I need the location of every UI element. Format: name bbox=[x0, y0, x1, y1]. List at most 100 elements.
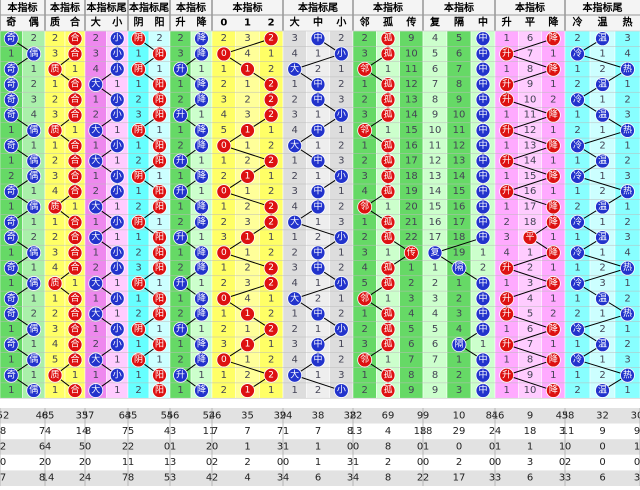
hit-marker bbox=[522, 230, 538, 245]
hit-label: 质 bbox=[50, 62, 59, 74]
miss-count: 1 bbox=[135, 339, 141, 350]
hit-marker bbox=[3, 77, 19, 92]
miss-count: 12 bbox=[429, 156, 442, 167]
miss-count: 1 bbox=[315, 48, 321, 59]
hit-marker bbox=[88, 77, 104, 92]
footer-value: 18 bbox=[420, 426, 433, 437]
footer-value: 2 bbox=[79, 457, 85, 468]
footer-value: 1 bbox=[495, 442, 501, 453]
hit-label: 中 bbox=[478, 93, 487, 105]
miss-count: 8 bbox=[527, 354, 533, 365]
hit-label: 小 bbox=[113, 109, 122, 120]
hit-marker bbox=[357, 352, 373, 368]
hit-label: 降 bbox=[549, 169, 558, 181]
hit-marker bbox=[26, 123, 42, 138]
miss-count: 2 bbox=[52, 232, 58, 243]
trend-line bbox=[577, 129, 628, 147]
miss-count: 8 bbox=[527, 64, 533, 75]
miss-count: 2 bbox=[177, 140, 183, 151]
miss-count: 1 bbox=[550, 186, 556, 197]
miss-count: 1 bbox=[156, 171, 162, 182]
hit-marker bbox=[310, 245, 326, 261]
hit-marker bbox=[499, 123, 515, 138]
hit-label: 温 bbox=[598, 232, 607, 243]
footer-value: 5 bbox=[79, 442, 85, 453]
hit-marker bbox=[3, 230, 19, 245]
miss-count: 1 bbox=[338, 293, 344, 304]
miss-count: 3 bbox=[135, 263, 141, 274]
miss-count: 6 bbox=[527, 33, 533, 44]
trend-line bbox=[506, 160, 554, 177]
miss-count: 1 bbox=[503, 385, 509, 396]
footer-value: 2 bbox=[122, 442, 128, 453]
hit-marker bbox=[26, 153, 42, 169]
miss-count: 8 bbox=[432, 370, 438, 381]
hit-label: 温 bbox=[598, 385, 607, 396]
hit-marker bbox=[310, 123, 326, 138]
hit-marker bbox=[545, 383, 561, 398]
hit-label: 奇 bbox=[7, 78, 16, 90]
hit-marker bbox=[380, 337, 396, 353]
miss-count: 3 bbox=[408, 293, 414, 304]
miss-count: 1 bbox=[315, 370, 321, 381]
hit-marker bbox=[499, 337, 515, 353]
hit-marker bbox=[67, 214, 83, 230]
hit-marker bbox=[3, 367, 19, 383]
footer-value: 3 bbox=[565, 473, 571, 484]
miss-count: 1 bbox=[503, 278, 509, 289]
hit-label: 孤 bbox=[383, 215, 392, 227]
miss-count: 1 bbox=[135, 79, 141, 90]
miss-count: 1 bbox=[72, 278, 78, 289]
hit-label: 合 bbox=[70, 246, 79, 258]
miss-count: 2 bbox=[338, 309, 344, 320]
miss-count: 4 bbox=[527, 293, 533, 304]
miss-count: 1 bbox=[31, 339, 37, 350]
hit-label: 2 bbox=[268, 110, 274, 120]
miss-count: 1 bbox=[177, 339, 183, 350]
hit-marker bbox=[357, 123, 373, 138]
footer-value: 8 bbox=[0, 426, 6, 437]
miss-count: 8 bbox=[456, 79, 462, 90]
column-label: 1 bbox=[244, 18, 251, 29]
miss-count: 1 bbox=[221, 263, 227, 274]
hit-label: 阴 bbox=[134, 354, 143, 365]
miss-count: 1 bbox=[52, 79, 58, 90]
miss-count: 11 bbox=[524, 110, 537, 121]
hit-label: 降 bbox=[197, 261, 206, 273]
hit-label: 阴 bbox=[134, 63, 143, 74]
miss-count: 1 bbox=[198, 232, 204, 243]
miss-count: 2 bbox=[244, 263, 250, 274]
trend-line bbox=[294, 53, 342, 70]
hit-label: 中 bbox=[313, 78, 322, 90]
miss-count: 1 bbox=[432, 263, 438, 274]
column-label: 阳 bbox=[155, 17, 165, 29]
column-label: 升 bbox=[502, 16, 512, 29]
hit-label: 合 bbox=[70, 261, 79, 273]
column-label: 温 bbox=[598, 16, 608, 29]
group-title: 本指标尾 bbox=[583, 1, 623, 14]
footer-value: 4 bbox=[45, 426, 51, 437]
hit-marker bbox=[67, 383, 83, 398]
hit-label: 降 bbox=[197, 338, 206, 350]
miss-count: 1 bbox=[503, 171, 509, 182]
hit-marker bbox=[131, 61, 146, 77]
hit-marker bbox=[403, 245, 419, 261]
trend-line bbox=[506, 114, 554, 131]
hit-marker bbox=[310, 153, 326, 169]
footer-value: 8 bbox=[385, 473, 391, 484]
hit-label: 大 bbox=[91, 384, 100, 396]
hit-marker bbox=[451, 337, 467, 353]
miss-count: 1 bbox=[244, 324, 250, 335]
miss-count: 4 bbox=[456, 324, 462, 335]
hit-marker bbox=[194, 260, 209, 276]
miss-count: 3 bbox=[624, 171, 630, 182]
miss-count: 1 bbox=[93, 324, 99, 335]
footer-value: 30 bbox=[631, 410, 640, 421]
footer-value: 0 bbox=[45, 457, 51, 468]
hit-marker bbox=[3, 291, 19, 307]
miss-count: 2 bbox=[135, 385, 141, 396]
hit-marker bbox=[380, 306, 396, 322]
hit-label: 复 bbox=[430, 246, 439, 258]
miss-count: 1 bbox=[114, 125, 120, 136]
